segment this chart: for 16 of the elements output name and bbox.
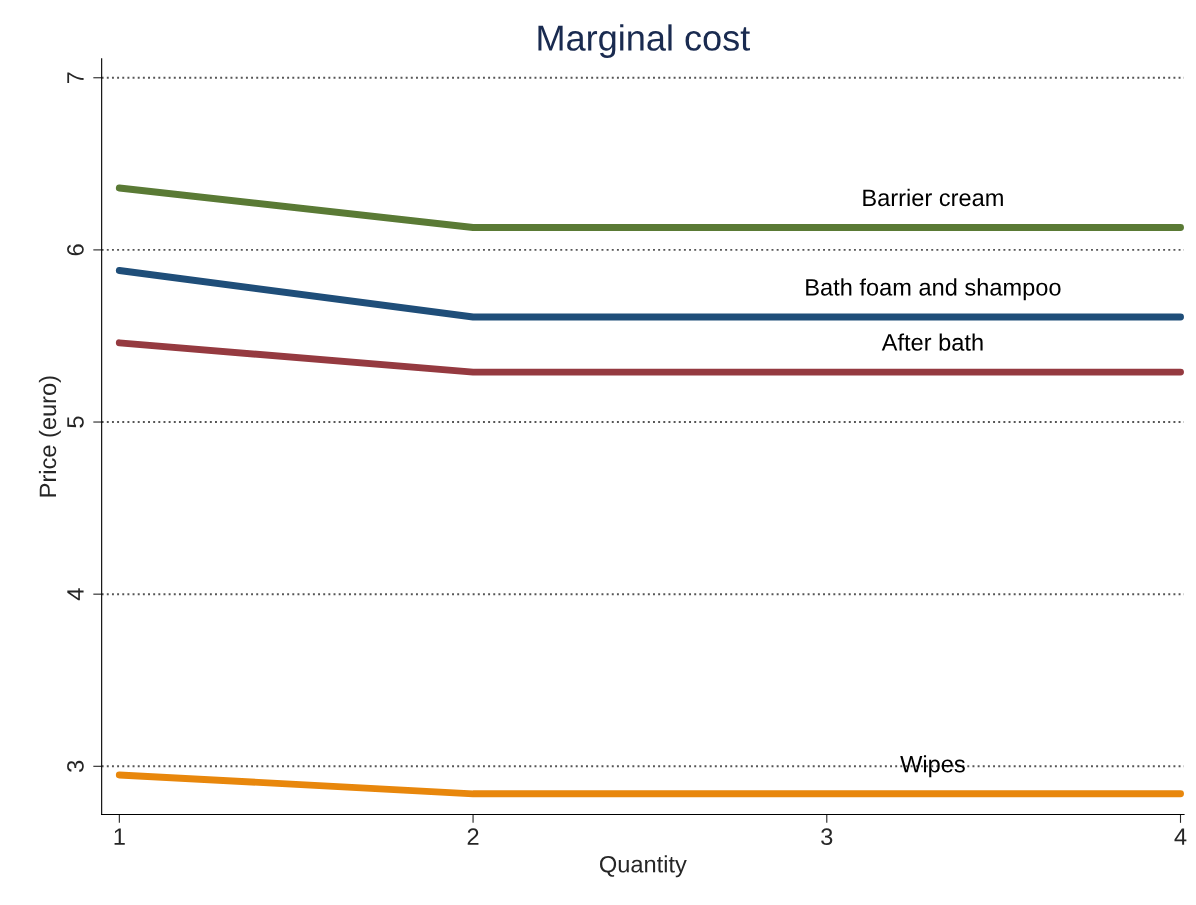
y-axis-title: Price (euro)	[38, 376, 61, 497]
y-tick-label: 5	[67, 416, 84, 428]
x-tick-label: 1	[114, 828, 125, 845]
series-label: Wipes	[900, 755, 965, 778]
y-tick-label: 7	[67, 72, 84, 84]
x-axis-title: Quantity	[600, 855, 687, 878]
y-tick-label: 3	[67, 760, 84, 772]
series-label: After bath	[881, 333, 983, 351]
chart-title: Marginal cost	[538, 24, 750, 58]
series-label: Barrier cream	[863, 188, 1003, 207]
series-label: Bath foam and shampoo	[806, 278, 1061, 301]
y-tick-label: 4	[67, 588, 84, 601]
x-tick-label: 3	[821, 828, 833, 846]
x-tick-label: 4	[1174, 828, 1187, 845]
x-tick-label: 2	[467, 828, 479, 845]
y-tick-label: 6	[67, 244, 84, 256]
